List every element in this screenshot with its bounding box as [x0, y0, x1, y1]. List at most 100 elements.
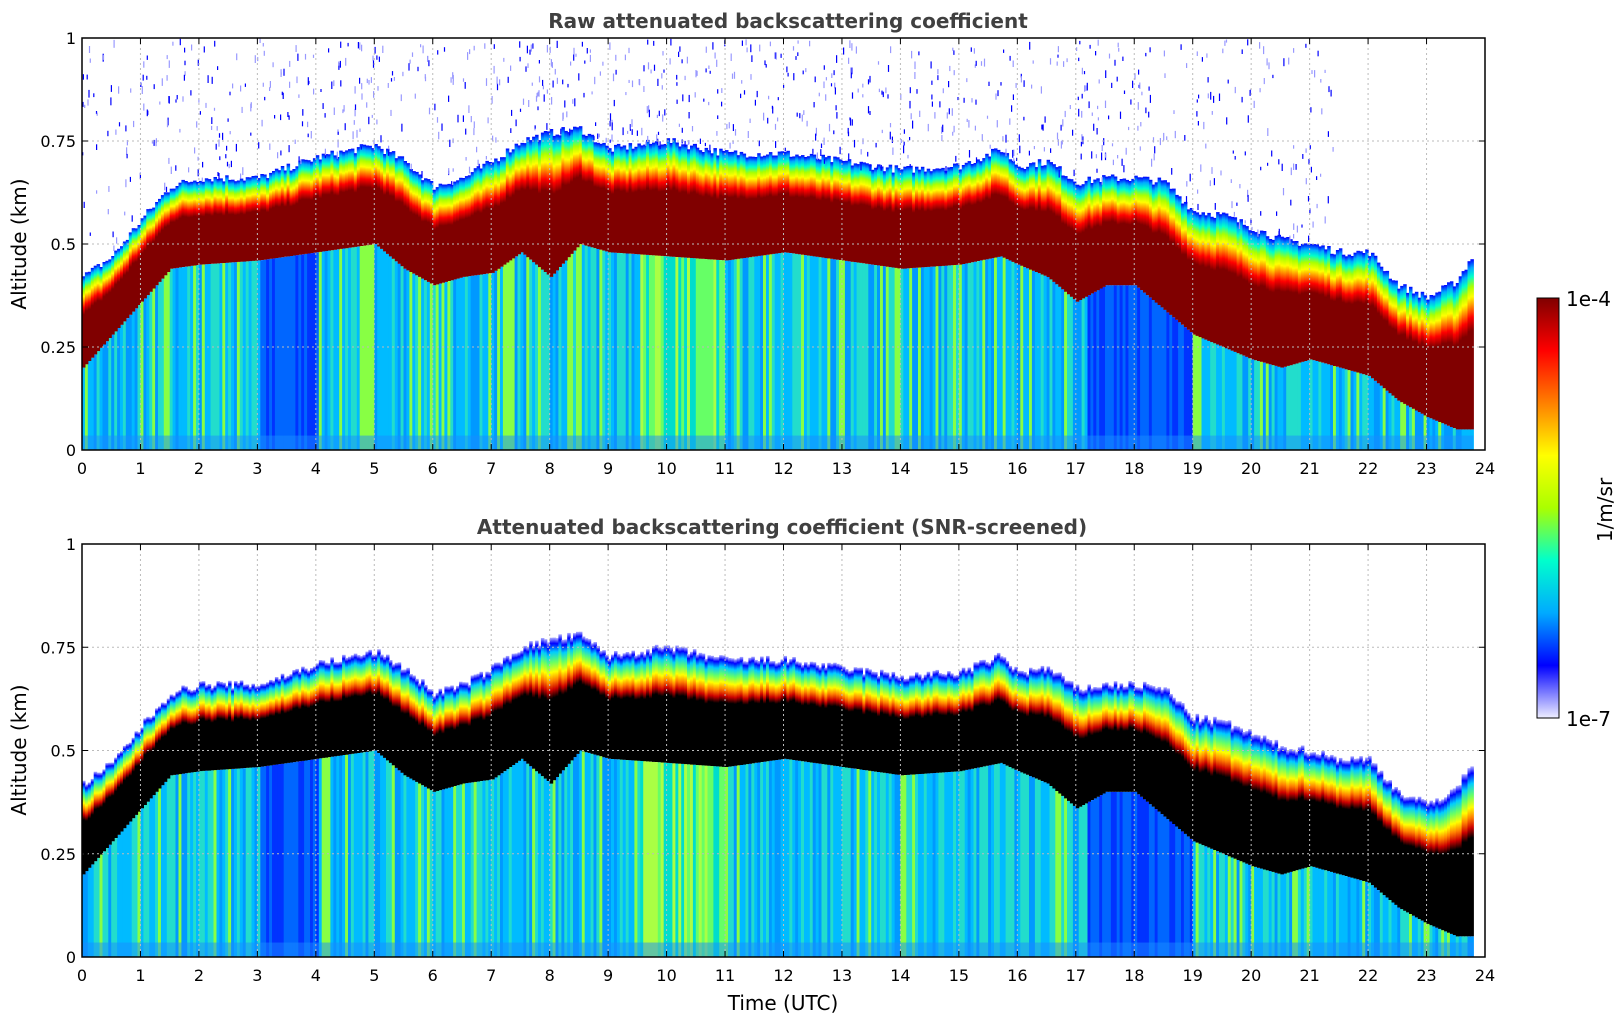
field-column	[824, 258, 828, 450]
field-column	[821, 764, 825, 957]
field-column	[663, 762, 668, 957]
field-column	[96, 857, 101, 957]
field-column	[350, 753, 355, 957]
noise-point	[528, 100, 530, 107]
field-column	[1289, 365, 1293, 450]
layer-column	[432, 189, 437, 286]
noise-point	[862, 83, 864, 88]
noise-point	[1012, 60, 1014, 67]
noise-point	[226, 145, 228, 151]
noise-point	[849, 118, 852, 126]
layer-column	[324, 662, 329, 758]
layer-column	[809, 153, 814, 256]
noise-point	[211, 117, 213, 124]
field-column	[82, 367, 86, 450]
noise-point	[681, 59, 683, 64]
field-column	[704, 259, 709, 450]
field-column	[476, 274, 481, 450]
layer-column	[967, 667, 972, 770]
field-column	[640, 761, 644, 957]
noise-point	[1105, 70, 1107, 78]
field-column	[289, 762, 293, 957]
field-column	[327, 757, 331, 957]
noise-point	[636, 130, 638, 136]
field-column	[152, 795, 156, 957]
noise-point	[549, 46, 551, 53]
noise-point	[1005, 148, 1007, 157]
layer-column	[751, 656, 755, 764]
noise-point	[948, 108, 950, 115]
field-column	[1026, 774, 1030, 957]
x-tick-label: 11	[715, 459, 735, 478]
layer-column	[198, 681, 203, 772]
field-column	[1289, 871, 1293, 957]
layer-column	[894, 165, 899, 268]
layer-column	[318, 660, 323, 759]
noise-point	[764, 60, 766, 66]
layer-column	[584, 135, 589, 246]
layer-column	[108, 762, 112, 845]
field-column	[1020, 772, 1024, 957]
layer-column	[444, 686, 448, 789]
field-column	[897, 774, 901, 957]
noise-point	[1214, 203, 1216, 210]
noise-point	[551, 62, 553, 68]
field-column	[1064, 798, 1068, 957]
layer-column	[581, 134, 586, 245]
field-column	[1163, 816, 1167, 957]
noise-point	[927, 123, 929, 132]
layer-column	[529, 140, 533, 260]
layer-column	[1075, 684, 1080, 809]
field-column	[181, 773, 185, 957]
layer-column	[628, 653, 633, 761]
field-column	[348, 247, 352, 450]
field-column	[964, 263, 969, 450]
noise-point	[669, 58, 671, 65]
noise-point	[916, 89, 918, 94]
noise-point	[705, 46, 707, 53]
layer-column	[447, 183, 451, 281]
field-column	[523, 761, 527, 957]
field-column	[318, 758, 323, 957]
layer-column	[1113, 681, 1118, 792]
noise-point	[112, 231, 114, 238]
noise-point	[648, 109, 650, 118]
layer-column	[982, 158, 986, 260]
field-column	[257, 767, 261, 957]
field-column	[730, 766, 735, 957]
noise-point	[240, 173, 242, 179]
field-column	[795, 253, 799, 450]
y-tick-label: 0.75	[40, 638, 76, 657]
layer-column	[821, 154, 825, 258]
noise-point	[1125, 147, 1127, 155]
noise-point	[333, 107, 335, 115]
noise-point	[733, 71, 736, 79]
field-column	[1373, 887, 1378, 957]
field-column	[529, 766, 533, 957]
layer-column	[1350, 756, 1354, 878]
noise-point	[89, 58, 91, 63]
field-column	[280, 763, 285, 957]
noise-point	[88, 46, 91, 53]
noise-point	[1239, 184, 1241, 189]
noise-point	[1061, 139, 1063, 145]
field-column	[93, 861, 98, 957]
layer-column	[768, 661, 773, 761]
layer-column	[345, 150, 349, 249]
layer-column	[143, 718, 147, 805]
noise-point	[567, 83, 569, 88]
field-column	[970, 262, 975, 450]
field-column	[383, 251, 387, 450]
noise-point	[118, 122, 121, 127]
field-column	[1280, 874, 1284, 957]
field-column	[725, 767, 729, 957]
layer-column	[1099, 182, 1103, 289]
noise-point	[526, 45, 528, 54]
field-column	[1040, 274, 1045, 450]
field-column	[383, 757, 387, 957]
y-tick-label: 0.75	[40, 132, 76, 151]
field-column	[301, 760, 305, 957]
field-column	[1034, 272, 1039, 450]
layer-column	[1195, 212, 1200, 336]
field-column	[201, 264, 206, 450]
